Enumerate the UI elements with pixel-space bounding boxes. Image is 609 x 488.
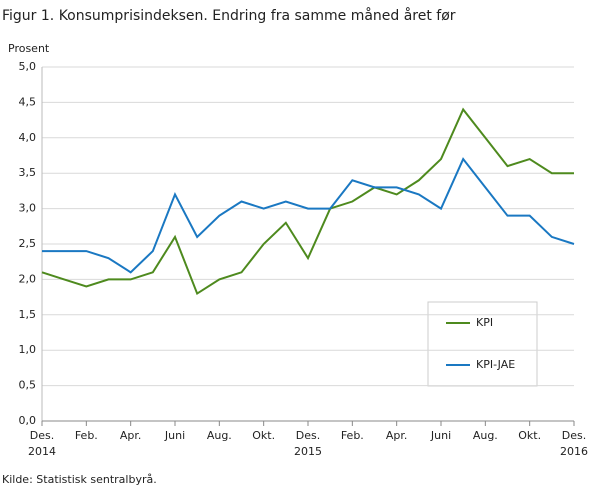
y-tick-label: 3,5 [19,166,37,179]
x-tick-label: Des. [30,429,54,442]
x-tick-label: 2014 [28,445,56,458]
legend-box [427,301,538,387]
y-tick-label: 2,0 [19,272,37,285]
y-tick-label: 1,0 [19,343,37,356]
x-tick-label: Des. [562,429,586,442]
x-tick-label: 2015 [294,445,322,458]
y-tick-label: 5,0 [19,60,37,73]
chart-title: Figur 1. Konsumprisindeksen. Endring fra… [2,7,456,24]
x-tick-label: Des. [296,429,320,442]
series-line [41,107,574,296]
x-tick-label: Aug. [473,429,498,442]
legend-label: KPI-JAE [476,358,515,371]
y-tick-label: 4,5 [19,95,37,108]
x-tick-label: Okt. [518,429,541,442]
x-tick-label: Juni [164,429,185,442]
y-tick-label: 0,0 [19,414,37,427]
x-tick-label: Feb. [75,429,98,442]
x-tick-label: Juni [430,429,451,442]
source: Kilde: Statistisk sentralbyrå. [2,473,157,486]
y-tick-label: 0,5 [19,379,37,392]
y-tick-label: 1,5 [19,308,37,321]
x-tick-label: Feb. [341,429,364,442]
y-axis-label: Prosent [8,42,50,55]
legend-label: KPI [476,316,493,329]
x-tick-label: Okt. [252,429,275,442]
y-tick-label: 2,5 [19,237,37,250]
series-line [42,157,575,274]
x-tick-label: 2016 [560,445,588,458]
y-tick-label: 4,0 [19,131,37,144]
x-tick-label: Aug. [207,429,232,442]
y-tick-label: 3,0 [19,202,37,215]
x-tick-label: Apr. [120,429,142,442]
x-tick-label: Apr. [386,429,408,442]
